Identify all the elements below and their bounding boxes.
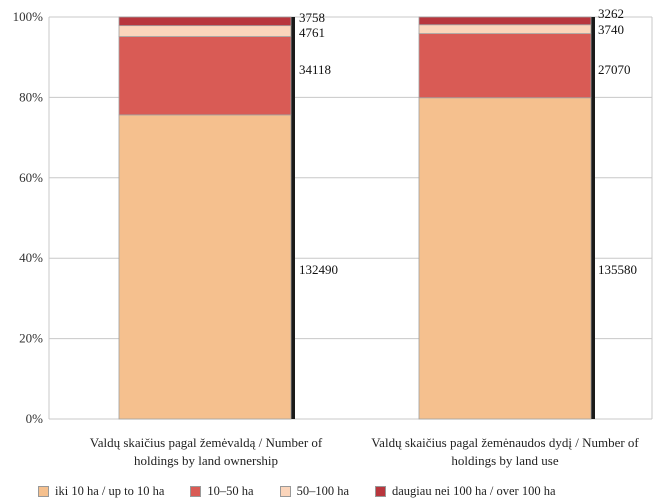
- bar-segment-0-3: [118, 16, 292, 27]
- bar-segment-1-0: [418, 97, 592, 420]
- category-label-1-line-2: holdings by land use: [451, 453, 559, 468]
- legend-item-2: 50–100 ha: [279, 484, 349, 499]
- legend-label-3: daugiau nei 100 ha / over 100 ha: [392, 484, 556, 498]
- bar-shadow-1: [591, 17, 595, 419]
- data-label-1-2: 3740: [598, 22, 624, 37]
- bar-segment-1-3: [418, 16, 592, 26]
- data-label-1-3: 3262: [598, 6, 624, 21]
- data-label-0-1: 34118: [299, 62, 331, 77]
- y-tick-label-2: 40%: [19, 250, 43, 265]
- bar-shadow-0: [291, 17, 295, 419]
- y-tick-label-5: 100%: [13, 9, 44, 24]
- bar-segment-0-1: [118, 36, 292, 116]
- legend-swatch-0: [38, 486, 49, 497]
- bar-segment-0-2: [118, 25, 292, 37]
- legend-swatch-1: [190, 486, 202, 497]
- legend-item-1: 10–50 ha: [190, 484, 254, 499]
- data-label-0-2: 4761: [299, 25, 325, 40]
- legend-swatch-3: [375, 486, 386, 497]
- legend-label-0: iki 10 ha / up to 10 ha: [55, 484, 165, 498]
- legend-swatch-2: [279, 486, 291, 497]
- data-label-0-0: 132490: [299, 262, 338, 277]
- bar-segment-1-2: [418, 24, 592, 34]
- legend-label-2: 50–100 ha: [296, 484, 349, 498]
- bars: [118, 16, 595, 420]
- y-tick-label-1: 20%: [19, 331, 43, 346]
- bar-segment-0-0: [118, 114, 292, 420]
- data-label-1-0: 135580: [598, 262, 637, 277]
- data-label-0-3: 3758: [299, 10, 325, 25]
- y-tick-label-0: 0%: [26, 411, 44, 426]
- category-label-0: Valdų skaičius pagal žemėvaldą / Number …: [56, 434, 356, 470]
- category-label-0-line-1: Valdų skaičius pagal žemėvaldą / Number …: [89, 435, 323, 450]
- category-label-1: Valdų skaičius pagal žemėnaudos dydį / N…: [355, 434, 654, 470]
- category-label-0-line-2: holdings by land ownership: [133, 453, 279, 468]
- stacked-bar-chart: 0%20%40%60%80%100% 132490341184761375813…: [13, 6, 653, 426]
- legend-item-0: iki 10 ha / up to 10 ha: [38, 484, 164, 499]
- y-tick-label-4: 80%: [19, 89, 43, 104]
- legend: iki 10 ha / up to 10 ha 10–50 ha 50–100 …: [38, 484, 556, 499]
- y-tick-label-3: 60%: [19, 170, 43, 185]
- bar-segment-1-1: [418, 33, 592, 99]
- y-axis: 0% 20% 40% 60% 80% 100%: [13, 9, 44, 426]
- legend-item-3: daugiau nei 100 ha / over 100 ha: [375, 484, 556, 499]
- data-label-1-1: 27070: [598, 62, 631, 77]
- category-label-1-line-1: Valdų skaičius pagal žemėnaudos dydį / N…: [371, 435, 639, 450]
- legend-label-1: 10–50 ha: [207, 484, 254, 498]
